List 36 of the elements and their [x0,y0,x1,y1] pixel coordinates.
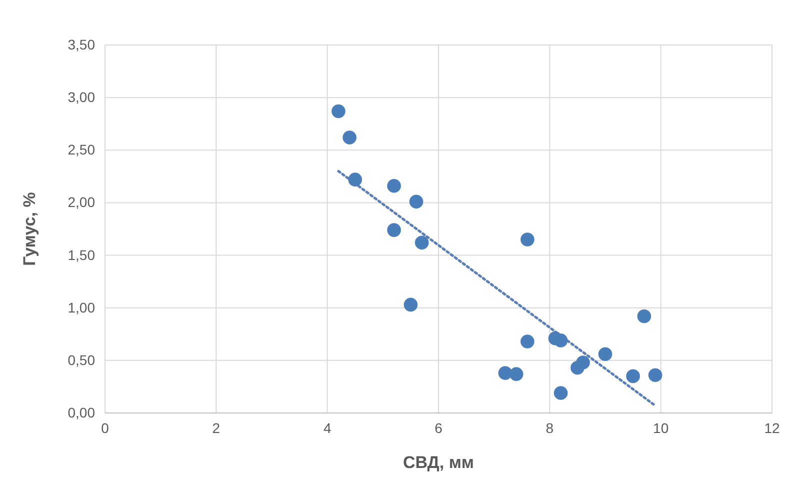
point [520,232,534,246]
point [387,223,401,237]
point [342,130,356,144]
y-tick-label: 1,50 [68,246,96,263]
point [387,178,401,193]
x-tick-label: 4 [323,420,332,436]
y-tick-label: 2,50 [68,142,96,158]
point [498,366,512,380]
point [637,309,652,324]
point [332,104,346,118]
point [520,334,534,348]
point [414,236,429,250]
point [598,347,612,362]
point [648,368,662,382]
y-tick-label: 0,50 [68,352,96,368]
point [626,369,640,384]
point [404,298,418,312]
point [554,386,568,400]
y-tick-label: 1,00 [68,299,96,316]
point [409,194,424,209]
x-tick-label: 10 [653,420,669,436]
y-tick-label: 0,00 [68,404,96,420]
y-axis-title: Гумус, % [20,192,39,266]
x-tick-label: 8 [546,420,554,436]
x-tick-label: 2 [212,420,220,436]
x-axis-title: СВД, мм [402,453,474,472]
y-tick-label: 2,00 [68,194,96,210]
point [576,356,590,370]
x-tick-label: 0 [101,420,110,436]
y-tick-label: 3,00 [68,89,96,106]
point [348,172,362,186]
y-tick-label: 3,50 [68,36,96,52]
point [554,334,568,348]
x-tick-label: 12 [764,420,780,436]
x-tick-label: 6 [434,420,443,436]
point [509,367,524,381]
